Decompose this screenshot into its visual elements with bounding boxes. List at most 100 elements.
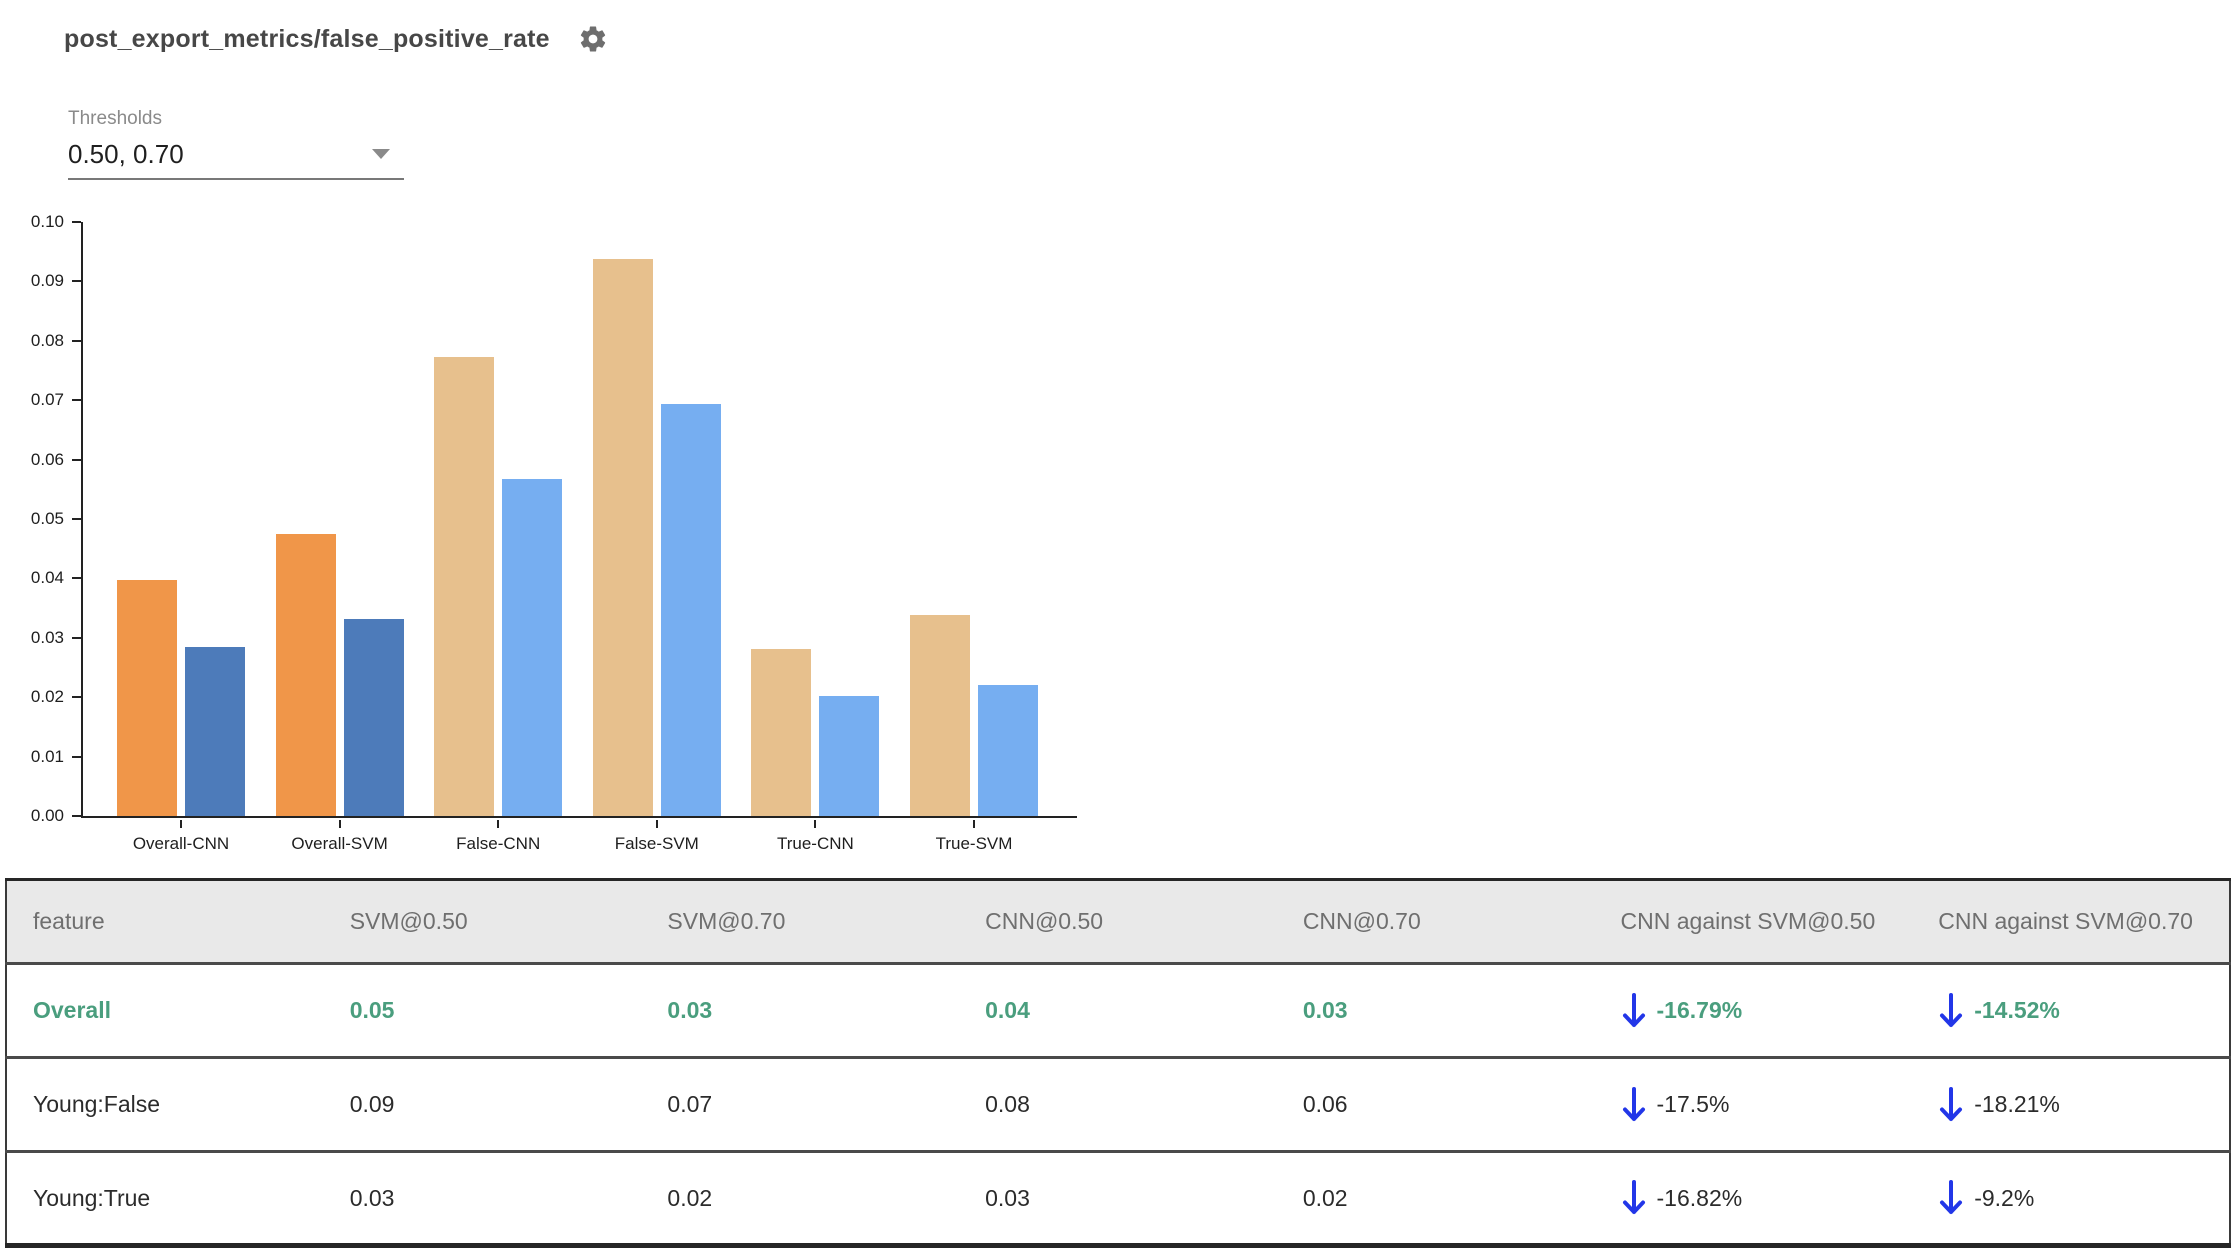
column-header-svm-0-70: SVM@0.70 [641, 879, 960, 964]
y-axis-tick [72, 815, 81, 817]
metrics-table: feature SVM@0.50 SVM@0.70 CNN@0.50 CNN@0.70 C… [5, 878, 2231, 1248]
y-axis-tick [72, 577, 81, 580]
bar-False-CNN-threshold-0.70[interactable] [502, 478, 563, 816]
bar-False-CNN-threshold-0.50[interactable] [434, 357, 495, 816]
bar-False-SVM-threshold-0.50[interactable] [592, 259, 653, 816]
column-header-cnn-against-svm-0-70: CNN against SVM@0.70 [1912, 879, 2230, 964]
y-axis-tick-label: 0.04 [30, 568, 64, 588]
thresholds-label: Thresholds [68, 108, 162, 129]
down-arrow-icon [1621, 1086, 1647, 1124]
x-axis-tick [655, 820, 658, 828]
chevron-down-icon [372, 149, 390, 159]
x-axis-label-True-CNN: True-CNN [776, 834, 854, 853]
metric-value-cell: 0.09 [349, 1091, 395, 1117]
x-axis-tick [497, 820, 500, 828]
x-axis-label-False-CNN: False-CNN [456, 834, 541, 853]
y-axis-tick [72, 399, 81, 402]
y-axis-tick [72, 280, 81, 283]
bar-True-SVM-threshold-0.70[interactable] [978, 684, 1038, 816]
delta-value: -16.79% [1656, 997, 1743, 1023]
metric-value-cell: 0.02 [667, 1184, 713, 1211]
y-axis-tick-label: 0.09 [30, 271, 64, 291]
down-arrow-icon [1938, 992, 1964, 1030]
thresholds-value: 0.50, 0.70 [68, 138, 184, 169]
x-axis-tick [973, 820, 975, 828]
delta-cell: -9.2% [1912, 1152, 2230, 1246]
metric-header: post_export_metrics/false_positive_rate [64, 24, 608, 54]
bar-Overall-CNN-threshold-0.70[interactable] [185, 646, 245, 816]
y-axis-tick [72, 518, 81, 520]
delta-cell: -14.52% [1912, 964, 2230, 1058]
y-axis-tick-label: 0.10 [30, 212, 64, 231]
gear-icon-glyph [580, 26, 605, 52]
y-axis-tick-label: 0.01 [30, 746, 64, 766]
down-arrow-icon [1938, 1179, 1964, 1217]
y-axis-tick [72, 221, 81, 223]
down-arrow-icon [1938, 1086, 1964, 1124]
x-axis-tick [814, 820, 817, 828]
y-axis-tick-label: 0.07 [30, 390, 64, 410]
x-axis-tick [338, 820, 341, 828]
column-header-cnn-0-70: CNN@0.70 [1276, 879, 1595, 964]
thresholds-select[interactable]: Thresholds 0.50, 0.70 [68, 108, 404, 180]
x-axis-label-True-SVM: True-SVM [935, 834, 1013, 853]
x-axis-label-Overall-SVM: Overall-SVM [291, 834, 388, 853]
y-axis-tick [72, 696, 81, 699]
y-axis-tick-label: 0.06 [30, 449, 64, 469]
x-axis-line [81, 816, 1077, 818]
bar-Overall-CNN-threshold-0.50[interactable] [117, 579, 177, 816]
metric-value-cell: 0.06 [1302, 1091, 1348, 1117]
x-axis-label-Overall-CNN: Overall-CNN [132, 834, 230, 853]
y-axis-tick-label: 0.03 [30, 627, 64, 647]
table-header-row: feature SVM@0.50 SVM@0.70 CNN@0.50 CNN@0.70 C… [6, 879, 2230, 964]
y-axis-tick [72, 458, 81, 461]
delta-cell: -16.79% [1595, 964, 1913, 1058]
column-header-cnn-0-50: CNN@0.50 [959, 879, 1277, 964]
column-header-feature: feature [6, 879, 324, 964]
y-axis-tick [72, 636, 81, 639]
x-axis-label-False-SVM: False-SVM [614, 834, 699, 853]
y-axis-tick-label: 0.08 [30, 330, 64, 350]
page-title: post_export_metrics/false_positive_rate [64, 24, 550, 53]
bar-False-SVM-threshold-0.70[interactable] [660, 403, 721, 816]
bar-Overall-SVM-threshold-0.70[interactable] [343, 618, 404, 816]
table-row-overall: Overall 0.05 0.03 0.04 0.03 -16.79% -14.52% [6, 963, 2230, 1058]
metric-value-cell: 0.02 [1302, 1184, 1348, 1211]
delta-cell: -16.82% [1595, 1152, 1913, 1246]
y-axis-tick-label: 0.02 [30, 687, 64, 707]
bar-True-SVM-threshold-0.50[interactable] [910, 615, 970, 816]
y-axis-tick-label: 0.00 [30, 806, 64, 825]
metric-value-cell: 0.03 [667, 997, 713, 1023]
metric-value-cell: 0.03 [985, 1184, 1030, 1211]
metric-value-cell: 0.04 [985, 997, 1030, 1023]
column-header-cnn-against-svm-0-50: CNN against SVM@0.50 [1594, 879, 1913, 964]
delta-cell: -18.21% [1912, 1058, 2230, 1152]
false-positive-rate-bar-chart: 0.00 0.01 0.02 0.03 0.04 0.05 0.06 0.07 0.08 0.09… [0, 212, 1150, 902]
settings-gear-icon[interactable] [578, 24, 608, 54]
down-arrow-icon [1621, 1179, 1647, 1217]
delta-value: -17.5% [1656, 1091, 1730, 1117]
feature-cell: Young:False [33, 1091, 161, 1117]
delta-value: -18.21% [1974, 1091, 2060, 1117]
y-axis-tick [72, 339, 81, 342]
feature-cell: Overall [33, 997, 111, 1023]
bar-Overall-SVM-threshold-0.50[interactable] [275, 533, 336, 816]
bar-True-CNN-threshold-0.50[interactable] [751, 649, 812, 816]
y-axis-line [81, 222, 83, 818]
table-row-young-false: Young:False 0.09 0.07 0.08 0.06 -17.5% -18.21% [6, 1057, 2230, 1152]
y-axis-tick-label: 0.05 [30, 509, 64, 528]
down-arrow-icon [1621, 992, 1647, 1030]
delta-value: -14.52% [1974, 997, 2060, 1023]
delta-value: -9.2% [1974, 1184, 2035, 1211]
metric-value-cell: 0.03 [349, 1184, 395, 1211]
delta-value: -16.82% [1656, 1184, 1743, 1211]
x-axis-tick [180, 820, 182, 828]
metric-value-cell: 0.08 [985, 1091, 1030, 1117]
bar-True-CNN-threshold-0.70[interactable] [819, 696, 880, 816]
feature-cell: Young:True [33, 1184, 151, 1211]
table-row-young-true: Young:True 0.03 0.02 0.03 0.02 -16.82% -9.2% [6, 1151, 2230, 1246]
y-axis-tick [72, 755, 81, 758]
metric-value-cell: 0.05 [349, 997, 395, 1023]
column-header-svm-0-50: SVM@0.50 [323, 879, 642, 964]
